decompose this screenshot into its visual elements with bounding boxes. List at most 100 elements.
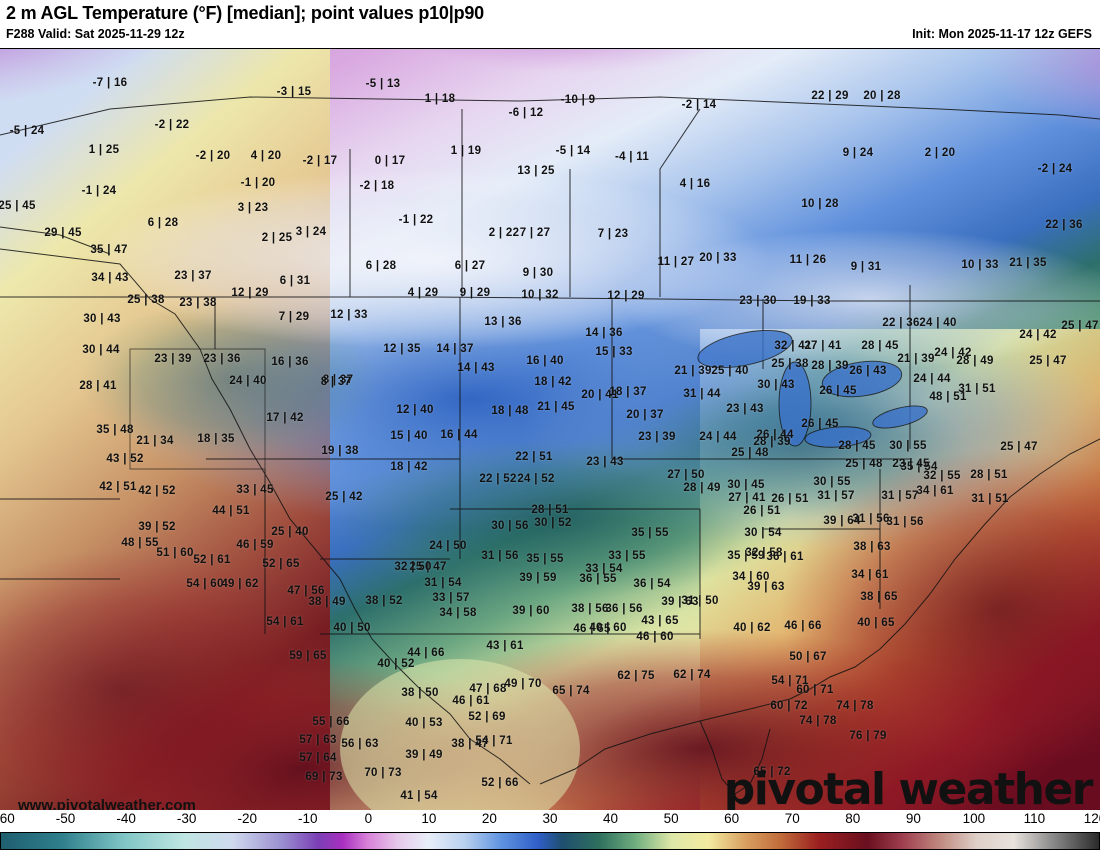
watermark-label: pivotal weather [723, 764, 1094, 810]
point-value: 35 | 55 [631, 527, 669, 539]
point-value: 54 | 60 [186, 578, 224, 590]
point-value: 2 | 22 [488, 227, 520, 239]
colorbar-tick: -10 [298, 811, 318, 826]
point-value: 35 | 54 [900, 461, 938, 473]
point-value: 26 | 45 [819, 385, 857, 397]
point-value: 20 | 41 [581, 389, 619, 401]
point-value: 33 | 54 [585, 563, 623, 575]
point-value: 28 | 39 [811, 360, 849, 372]
point-value: 16 | 36 [271, 356, 309, 368]
point-value: 51 | 60 [156, 547, 194, 559]
colorbar-tick: 0 [364, 811, 373, 826]
point-value: 46 | 66 [784, 620, 822, 632]
point-value: -2 | 17 [302, 155, 338, 167]
colorbar-tick: 90 [905, 811, 921, 826]
colorbar-tick: 80 [845, 811, 861, 826]
point-value: 10 | 28 [801, 198, 839, 210]
point-value: 25 | 40 [711, 365, 749, 377]
point-value: 36 | 54 [633, 578, 671, 590]
point-value: 0 | 17 [374, 155, 406, 167]
point-value: 44 | 51 [212, 505, 250, 517]
point-value: 57 | 63 [299, 734, 337, 746]
point-value: 20 | 28 [863, 90, 901, 102]
point-value: 30 | 54 [744, 527, 782, 539]
point-value: 35 | 48 [96, 424, 134, 436]
colorbar: -60 -50 -40 -30 -20 -10 0 10 20 30 40 50 60 70 80 90 100… [0, 810, 1100, 850]
point-value: 25 | 47 [409, 561, 447, 573]
point-value: 39 | 59 [519, 572, 557, 584]
point-value: 27 | 41 [804, 340, 842, 352]
point-value: 20 | 33 [699, 252, 737, 264]
colorbar-gradient [0, 832, 1100, 850]
point-value: -1 | 24 [81, 185, 117, 197]
point-value: 27 | 50 [667, 469, 705, 481]
point-value: 34 | 61 [916, 485, 954, 497]
point-value: -5 | 24 [9, 125, 45, 137]
point-value: 36 | 55 [579, 573, 617, 585]
colorbar-tick: -20 [237, 811, 257, 826]
point-value: 30 | 56 [491, 520, 529, 532]
point-value: 25 | 48 [845, 458, 883, 470]
point-value: 26 | 44 [756, 429, 794, 441]
point-value: 23 | 43 [586, 456, 624, 468]
point-value: -2 | 24 [1037, 163, 1073, 175]
point-value: 12 | 29 [607, 290, 645, 302]
point-value: 19 | 38 [321, 445, 359, 457]
point-value: 40 | 53 [405, 717, 443, 729]
point-value: 30 | 43 [757, 379, 795, 391]
colorbar-tick-labels: -60 -50 -40 -30 -20 -10 0 10 20 30 40 50 60 70 80 90 100… [0, 810, 1100, 832]
point-value: 28 | 49 [956, 355, 994, 367]
point-value: 32 | 50 [394, 561, 432, 573]
init-time-label: Init: Mon 2025-11-17 12z GEFS [912, 27, 1092, 41]
point-value: 40 | 65 [857, 617, 895, 629]
point-value: 40 | 50 [333, 622, 371, 634]
point-value: 35 | 47 [90, 244, 128, 256]
point-value: 31 | 44 [683, 388, 721, 400]
point-value: 74 | 78 [799, 715, 837, 727]
point-value: 8 | 37 [320, 376, 352, 388]
page-title: 2 m AGL Temperature (°F) [median]; point… [6, 3, 484, 23]
point-value: 60 | 71 [796, 684, 834, 696]
point-value: 39 | 49 [405, 749, 443, 761]
point-value: 46 | 65 [573, 623, 611, 635]
point-value: 65 | 72 [753, 766, 791, 778]
point-value: 56 | 63 [341, 738, 379, 750]
point-value: 28 | 45 [838, 440, 876, 452]
point-value: 22 | 36 [1045, 219, 1083, 231]
map-panel[interactable]: -7 | 16 -3 | 15 -5 | 13 1 | 18 -6 | 12 -10 | … [0, 48, 1100, 810]
point-value: 28 | 51 [970, 469, 1008, 481]
point-value: 25 | 40 [271, 526, 309, 538]
point-value: 39 | 63 [661, 596, 699, 608]
point-value: 3 | 23 [237, 202, 269, 214]
point-value: 9 | 29 [459, 287, 491, 299]
point-value: 25 | 48 [731, 447, 769, 459]
point-value: 54 | 71 [475, 735, 513, 747]
point-value: 24 | 40 [229, 375, 267, 387]
point-value: 9 | 31 [850, 261, 882, 273]
point-value: 36 | 56 [605, 603, 643, 615]
point-value: 21 | 45 [537, 401, 575, 413]
point-value: -4 | 11 [614, 151, 650, 163]
point-value: 31 | 51 [958, 383, 996, 395]
point-value: 28 | 39 [753, 436, 791, 448]
point-value: 49 | 70 [504, 678, 542, 690]
point-value: 12 | 29 [231, 287, 269, 299]
point-value: 30 | 55 [813, 476, 851, 488]
point-value: 30 | 44 [82, 344, 120, 356]
point-value: 55 | 66 [312, 716, 350, 728]
point-value: 7 | 29 [278, 311, 310, 323]
point-value: 34 | 43 [91, 272, 129, 284]
point-value: 22 | 29 [811, 90, 849, 102]
point-value: 16 | 44 [440, 429, 478, 441]
point-value: -2 | 18 [359, 180, 395, 192]
point-value: 23 | 36 [203, 353, 241, 365]
point-value: 31 | 56 [481, 550, 519, 562]
point-value: 1 | 18 [424, 93, 456, 105]
point-value: 7 | 23 [597, 228, 629, 240]
point-value: 34 | 61 [851, 569, 889, 581]
point-value: 11 | 27 [657, 256, 695, 268]
colorbar-tick: -60 [0, 811, 15, 826]
valid-time-label: F288 Valid: Sat 2025-11-29 12z [6, 27, 185, 41]
point-value: 48 | 51 [929, 391, 967, 403]
